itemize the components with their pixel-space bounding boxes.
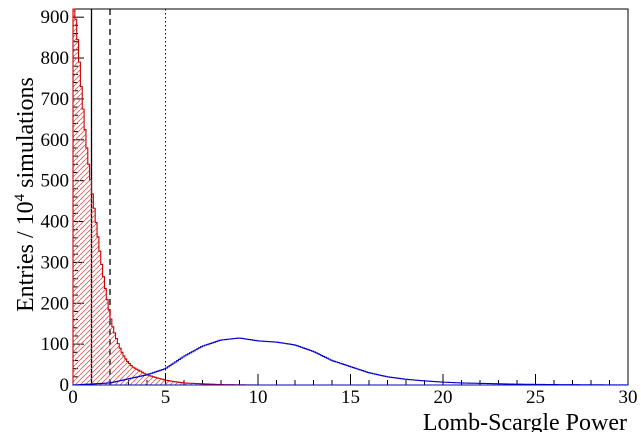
y-tick-label: 300: [41, 252, 70, 273]
x-tick-label: 20: [434, 387, 453, 408]
y-tick-label: 600: [41, 130, 70, 151]
series-0-hatch: [73, 9, 258, 385]
y-axis-title: Entries / 104 simulations: [12, 77, 39, 312]
y-tick-label: 700: [41, 89, 70, 110]
y-tick-label: 500: [41, 171, 70, 192]
y-tick-label: 200: [41, 293, 70, 314]
x-tick-label: 25: [526, 387, 545, 408]
x-tick-label: 10: [249, 387, 268, 408]
series-1-line: [72, 337, 629, 386]
y-tick-label: 900: [41, 7, 70, 28]
plot-frame: [72, 8, 629, 386]
x-tick-label: 15: [341, 387, 360, 408]
x-axis-title: Lomb-Scargle Power: [423, 410, 627, 432]
y-tick-label: 400: [41, 212, 70, 233]
x-tick-label: 0: [68, 387, 78, 408]
y-tick-label: 0: [60, 375, 70, 396]
y-tick-label: 100: [41, 334, 70, 355]
y-tick-label: 800: [41, 48, 70, 69]
x-tick-label: 5: [161, 387, 171, 408]
x-tick-label: 30: [619, 387, 638, 408]
series-layer: [72, 8, 629, 386]
